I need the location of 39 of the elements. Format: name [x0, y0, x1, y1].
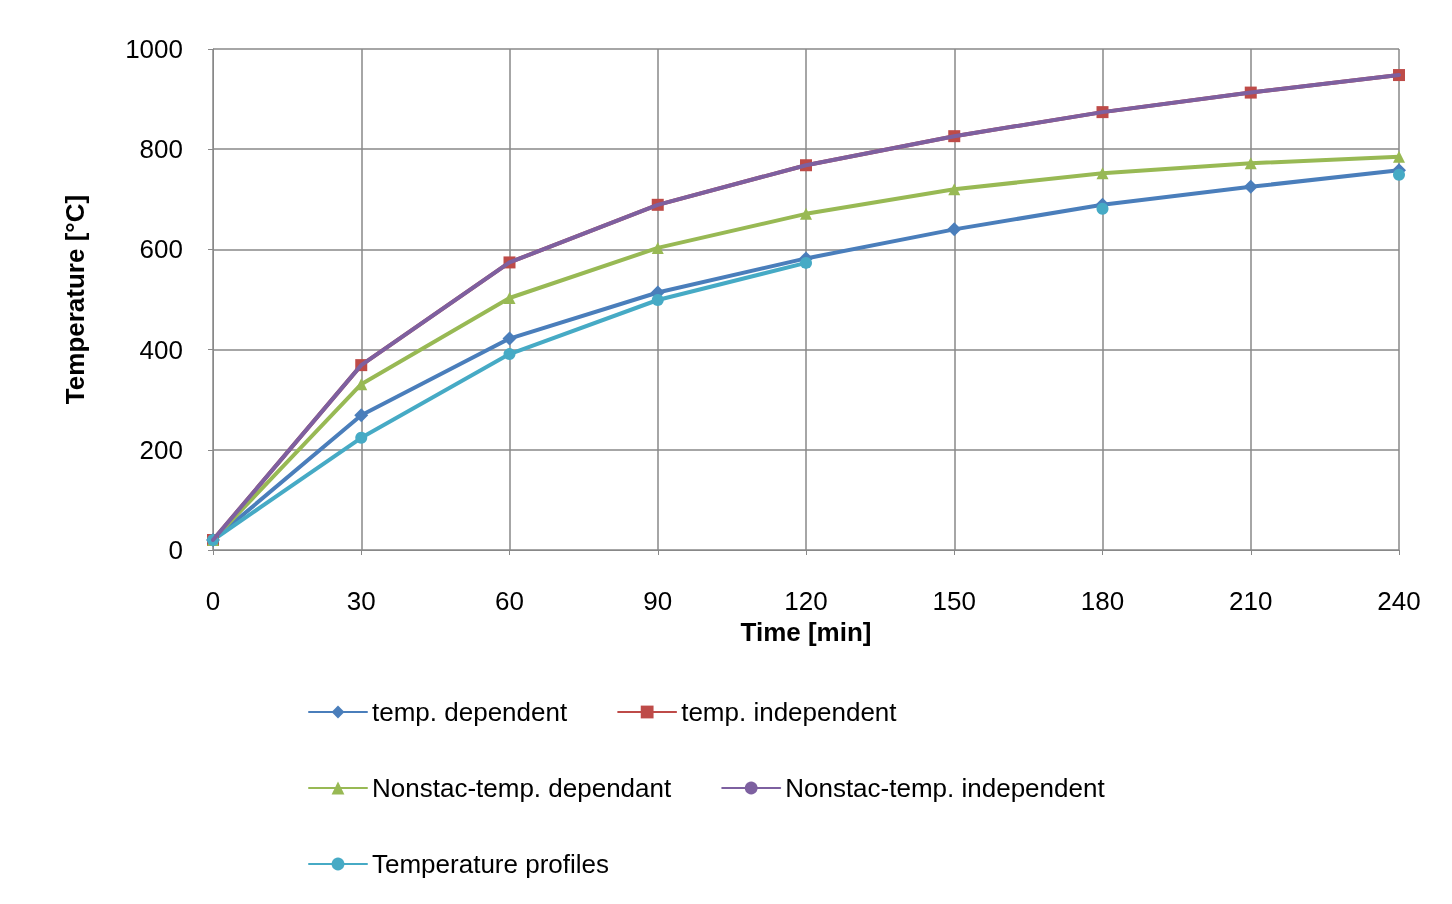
point — [1243, 179, 1258, 194]
point — [503, 292, 516, 304]
x-tick-label: 210 — [1229, 586, 1273, 616]
point — [503, 348, 516, 361]
y-tick-label: 800 — [139, 134, 183, 165]
point — [354, 408, 369, 423]
point — [1393, 150, 1405, 163]
point — [1244, 157, 1257, 170]
legend-label: Nonstac-temp. independent — [785, 773, 1106, 803]
x-tick-label: 150 — [932, 586, 976, 616]
point — [651, 294, 664, 306]
x-tick-label: 240 — [1377, 586, 1421, 616]
point — [502, 331, 517, 346]
y-tick-label: 400 — [139, 334, 183, 365]
point — [355, 431, 368, 444]
legend-label: Nonstac-temp. dependant — [372, 773, 672, 803]
point — [1096, 167, 1109, 180]
x-axis-title: Time [min] — [740, 616, 872, 647]
x-tick-label: 30 — [346, 586, 376, 616]
point — [947, 222, 962, 237]
x-tick-label: 180 — [1080, 586, 1125, 616]
y-tick-label: 0 — [168, 535, 183, 565]
x-tick-label: 60 — [495, 586, 524, 616]
y-axis-title: Temperature [°C] — [60, 194, 90, 405]
x-tick-label: 120 — [784, 586, 828, 616]
point — [800, 207, 812, 220]
y-tick-label: 1000 — [125, 34, 183, 64]
point — [1096, 202, 1109, 215]
point — [800, 256, 812, 269]
y-tick-label: 600 — [139, 234, 183, 265]
legend-label: Temperature profiles — [372, 849, 609, 879]
point — [651, 241, 664, 254]
x-tick-label: 0 — [205, 586, 221, 616]
point — [948, 183, 961, 196]
x-tick-label: 90 — [643, 586, 673, 616]
y-tick-label: 200 — [139, 434, 183, 465]
legend-label: temp. independent — [681, 697, 898, 727]
legend-label: temp. dependent — [372, 697, 568, 727]
point — [1393, 168, 1405, 181]
